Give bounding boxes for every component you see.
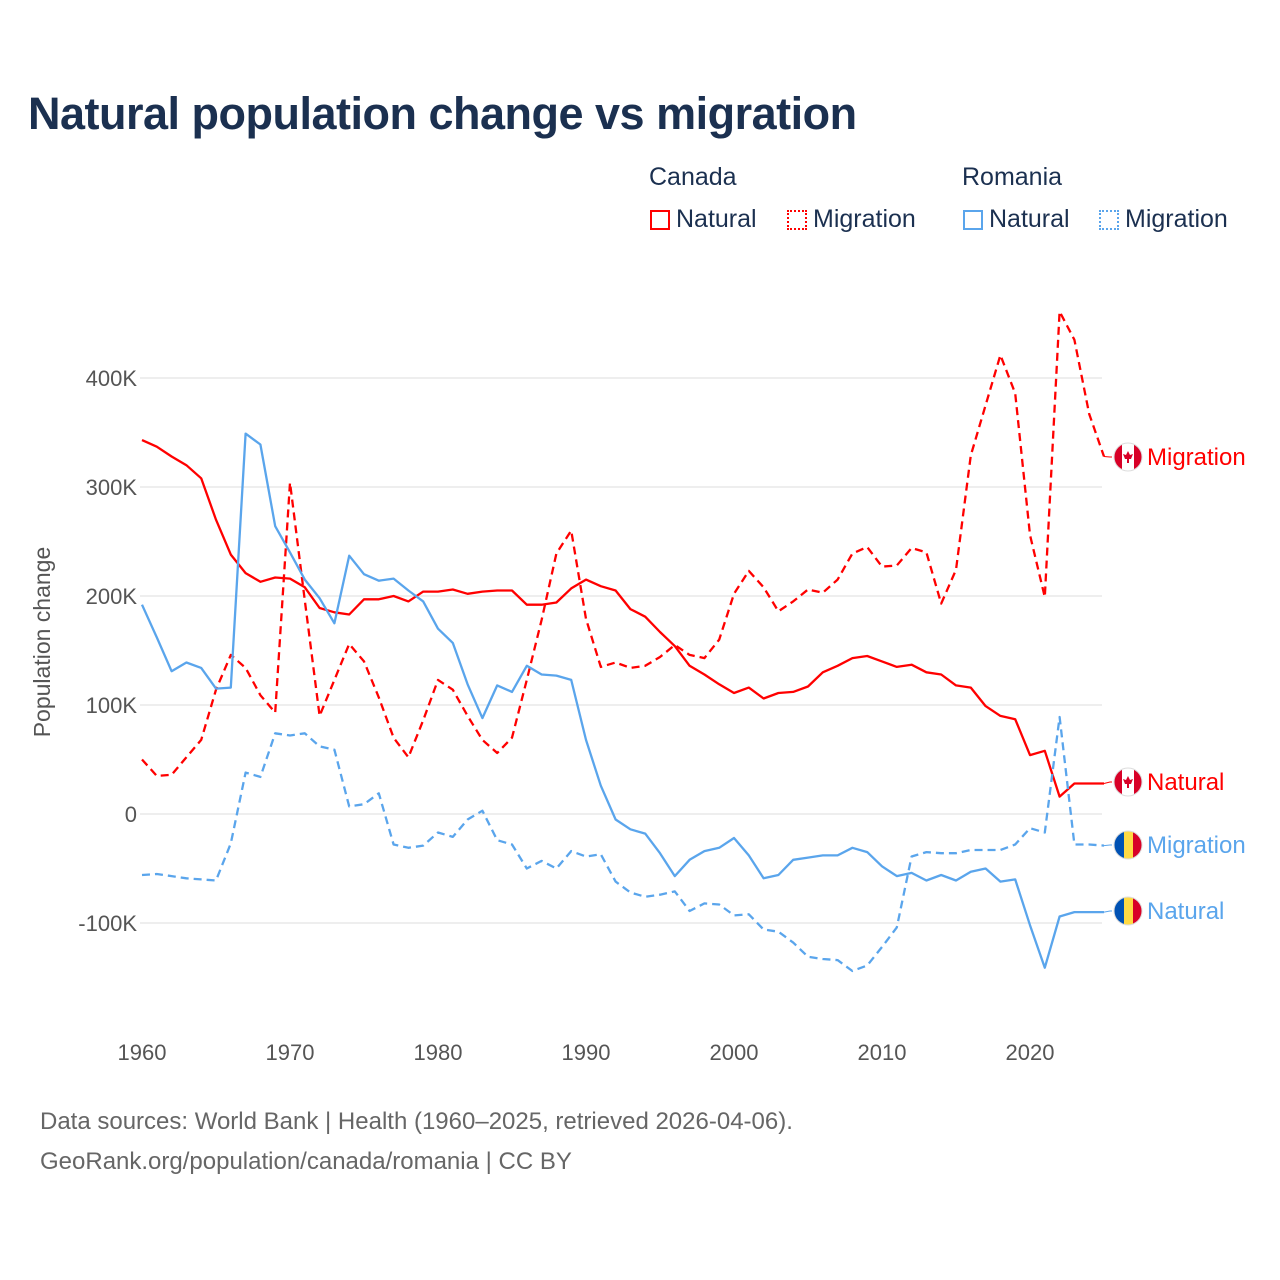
flag-red-right: [1134, 768, 1142, 796]
flag-body: [1114, 897, 1142, 925]
flag-red: [1133, 897, 1142, 925]
legend-romania-natural[interactable]: Natural: [963, 205, 1070, 234]
x-tick-label: 1990: [562, 1040, 611, 1065]
chart-title: Natural population change vs migration: [28, 88, 857, 139]
y-tick-label: 300K: [86, 475, 138, 500]
canada-flag-icon: [1113, 442, 1143, 472]
canada-flag-icon: [1113, 767, 1143, 797]
end-label-canada-migration: Migration: [1147, 444, 1246, 471]
legend-romania-migration[interactable]: Migration: [1099, 205, 1228, 234]
legend-swatch-solid: [963, 209, 983, 230]
flag-blue: [1114, 831, 1124, 859]
flag-body: [1114, 768, 1142, 796]
y-tick-label: 0: [125, 802, 137, 827]
flag-border: [1113, 767, 1143, 797]
series-line-canada-migration: [141, 310, 1106, 778]
flag-body: [1114, 831, 1142, 859]
label-connector: [1103, 781, 1112, 784]
legend-label: Migration: [1125, 205, 1228, 233]
flag-border: [1113, 442, 1143, 472]
flag-blue: [1114, 897, 1124, 925]
x-tick-label: 1970: [266, 1040, 315, 1065]
flag-red: [1133, 831, 1142, 859]
flag-yellow: [1124, 831, 1133, 859]
label-connector: [1103, 455, 1112, 458]
x-tick-label: 2010: [858, 1040, 907, 1065]
legend-canada-migration[interactable]: Migration: [787, 205, 916, 234]
y-tick-label: -100K: [78, 911, 137, 936]
legend-label: Migration: [813, 205, 916, 233]
legend-group-canada: Canada: [649, 163, 737, 191]
legend-canada-natural[interactable]: Natural: [650, 205, 757, 234]
legend-group-romania: Romania: [962, 163, 1063, 191]
flag-border: [1113, 830, 1143, 860]
legend-swatch-dotted: [787, 209, 807, 230]
footer-link[interactable]: GeoRank.org/population/canada/romania | …: [40, 1148, 572, 1175]
x-tick-label: 2000: [710, 1040, 759, 1065]
legend-swatch-dotted: [1099, 209, 1119, 230]
footer-source: Data sources: World Bank | Health (1960–…: [40, 1108, 793, 1135]
legend-label: Natural: [676, 205, 757, 233]
x-tick-label: 2020: [1006, 1040, 1055, 1065]
end-label-romania-migration: Migration: [1147, 832, 1246, 859]
maple-leaf-icon: [1123, 451, 1133, 463]
flag-body: [1114, 443, 1142, 471]
flag-border: [1113, 896, 1143, 926]
flag-red-left: [1114, 443, 1122, 471]
end-label-canada-natural: Natural: [1147, 769, 1224, 796]
series-line-romania-natural: [140, 432, 1104, 969]
y-tick-label: 400K: [86, 366, 138, 391]
label-connector: [1103, 910, 1112, 913]
y-tick-label: 200K: [86, 584, 138, 609]
label-connector: [1103, 844, 1112, 847]
maple-leaf-icon: [1123, 776, 1133, 788]
legend-label: Natural: [989, 205, 1070, 233]
flag-yellow: [1124, 897, 1133, 925]
x-tick-label: 1980: [414, 1040, 463, 1065]
flag-red-right: [1134, 443, 1142, 471]
legend-swatch-solid: [650, 209, 670, 230]
romania-flag-icon: [1113, 896, 1143, 926]
flag-red-left: [1114, 768, 1122, 796]
series-line-romania-migration: [141, 715, 1105, 973]
y-tick-label: 100K: [86, 693, 138, 718]
series-line-canada-natural: [141, 439, 1104, 798]
y-axis-label: Population change: [29, 547, 55, 738]
x-tick-label: 1960: [118, 1040, 167, 1065]
romania-flag-icon: [1113, 830, 1143, 860]
end-label-romania-natural: Natural: [1147, 898, 1224, 925]
